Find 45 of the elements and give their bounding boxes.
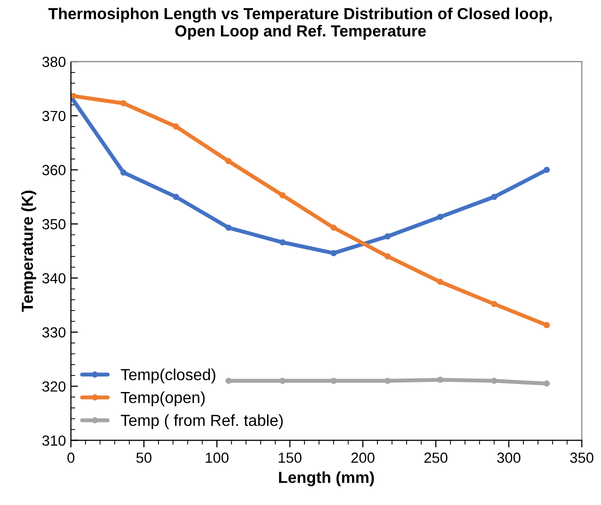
x-tick-label: 350 [570, 452, 594, 463]
point [544, 166, 550, 173]
x-tick-label: 0 [67, 452, 74, 463]
point [491, 300, 498, 308]
point [279, 239, 286, 246]
point [437, 278, 444, 285]
point [544, 380, 550, 387]
y-tick-label: 330 [42, 327, 66, 338]
chart-title: Thermosiphon Length vs Temperature Distribution of Closed loop, Open Loop and Ref. Temperature [48, 8, 552, 40]
x-tick-label: 150 [278, 452, 302, 463]
point [384, 233, 391, 240]
y-tick-label: 320 [42, 381, 66, 392]
y-tick-label: 360 [42, 164, 66, 176]
point [225, 158, 232, 164]
y-axis-title: Temperature (K) [21, 190, 36, 312]
point [437, 214, 444, 220]
point [120, 169, 127, 176]
point [172, 194, 180, 200]
y-tick-label: 310 [42, 435, 66, 446]
point [225, 378, 232, 384]
legend-label: Temp(open) [120, 391, 205, 406]
x-tick-label: 50 [136, 452, 152, 463]
point [544, 322, 550, 328]
point [330, 250, 337, 256]
point [384, 378, 391, 384]
y-tick-label: 340 [42, 273, 66, 284]
x-tick-label: 300 [497, 452, 520, 463]
x-tick-label: 250 [424, 452, 448, 463]
point [330, 224, 337, 231]
point [491, 194, 498, 200]
legend-label: Temp ( from Ref. table) [120, 414, 283, 430]
point [384, 253, 391, 260]
y-tick-label: 380 [42, 56, 66, 68]
x-tick-label: 200 [351, 452, 374, 463]
point [172, 123, 180, 130]
point [225, 224, 232, 231]
y-tick-label: 350 [42, 219, 66, 230]
point [279, 192, 286, 198]
point [120, 100, 127, 106]
x-axis-title: Length (mm) [279, 471, 374, 486]
legend-label: Temp(closed) [120, 368, 216, 384]
x-tick-label: 100 [206, 452, 228, 463]
point [437, 376, 444, 383]
y-tick-label: 370 [42, 110, 66, 122]
point [279, 378, 286, 384]
